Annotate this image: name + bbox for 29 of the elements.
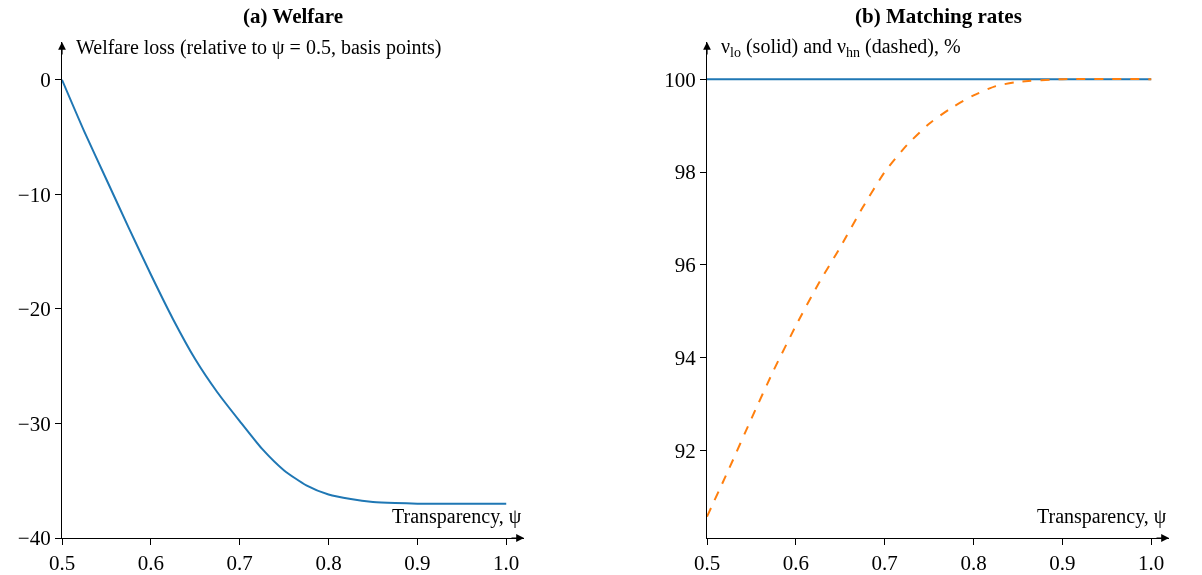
y-tick-label: 96 xyxy=(674,253,696,278)
x-tick-label: 1.0 xyxy=(493,551,520,575)
x-tick-label: 0.7 xyxy=(226,551,253,575)
y-axis-title: ν$_{lo}$ (solid) and ν$_{hn}$ (dashed), % xyxy=(721,35,961,61)
x-tick-label: 0.9 xyxy=(404,551,431,575)
x-tick-label: 0.8 xyxy=(315,551,342,575)
chart-title: (b) Matching rates xyxy=(855,4,1022,28)
x-tick-label: 0.8 xyxy=(960,551,987,575)
x-axis-title: Transparency, ψ xyxy=(392,505,522,528)
line-series xyxy=(62,78,508,505)
y-tick-label: −20 xyxy=(17,297,51,322)
y-axis-title: Welfare loss (relative to ψ = 0.5, basis points) xyxy=(76,36,442,59)
y-tick-label: −40 xyxy=(17,526,51,551)
x-tick-label: 0.5 xyxy=(48,551,76,575)
y-tick-label: 0 xyxy=(40,68,51,93)
x-tick-label: 1.0 xyxy=(1138,551,1165,575)
y-tick-label: 94 xyxy=(674,346,697,371)
y-tick-label: 100 xyxy=(664,67,696,92)
y-tick-label: −10 xyxy=(17,182,51,207)
y-tick-label: −30 xyxy=(17,411,51,436)
x-axis-title: Transparency, ψ xyxy=(1037,505,1167,528)
x-tick-label: 0.7 xyxy=(871,551,898,575)
x-tick-label: 0.6 xyxy=(137,551,164,575)
x-tick-label: 0.6 xyxy=(782,551,809,575)
x-tick-label: 0.9 xyxy=(1049,551,1076,575)
x-tick-label: 0.5 xyxy=(693,551,721,575)
y-tick-label: 98 xyxy=(674,160,696,185)
y-tick-label: 92 xyxy=(674,439,696,464)
chart-title: (a) Welfare xyxy=(243,4,344,28)
